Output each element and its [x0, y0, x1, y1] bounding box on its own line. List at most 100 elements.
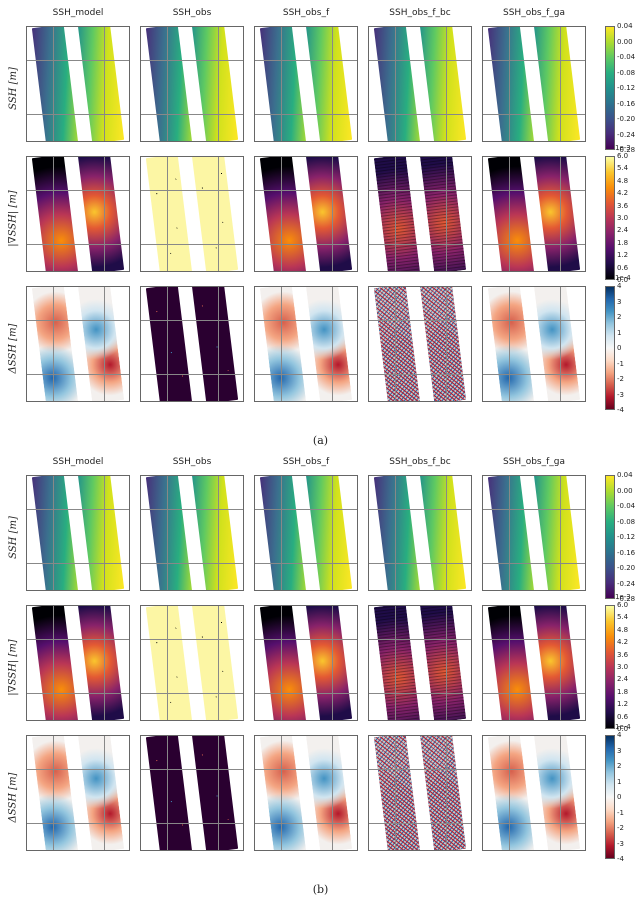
ylabel-lap: ΔSSH [m] — [8, 323, 19, 373]
cbar-tick: 1 — [617, 778, 621, 786]
ylabel-grad: |∇SSH| [m] — [8, 190, 19, 246]
cbar-tick: 2 — [617, 313, 621, 321]
xtick: 3.5°E — [43, 401, 62, 402]
panel-lap-obs_f: 3.5°E 4.5°E — [254, 735, 358, 851]
panel-lap-obs: 3.5°E4.5°E — [140, 286, 244, 402]
cbar-tick: -0.12 — [617, 533, 635, 541]
cbar-tick: 3.6 — [617, 202, 628, 210]
cbar-exponent: 1e-3 — [615, 144, 631, 152]
xtick: 4.5°E — [94, 401, 113, 402]
colorbar-ssh: 0.040.00-0.04-0.08-0.12-0.16-0.20-0.24-0… — [601, 475, 641, 599]
ylabel-ssh: SSH [m] — [8, 516, 19, 559]
cbar-tick: -0.12 — [617, 84, 635, 92]
xtick: 4.5°E — [94, 850, 113, 851]
cbar-tick: 1.8 — [617, 239, 628, 247]
panel-lap-obs_f_bc: 3.5°E 4.5°E — [368, 286, 472, 402]
xtick: 3.5°E — [271, 401, 290, 402]
colorbar-ssh: 0.040.00-0.04-0.08-0.12-0.16-0.20-0.24-0… — [601, 26, 641, 150]
col-title-obs_f_ga: SSH_obs_f_ga — [482, 457, 586, 473]
panel-grad-obs_f_bc — [368, 605, 472, 721]
cbar-exponent: 1e-3 — [615, 593, 631, 601]
xtick: 3.5°E — [271, 850, 290, 851]
cbar-tick: 2 — [617, 762, 621, 770]
cbar-tick: 3 — [617, 747, 621, 755]
panel-grad-obs_f_bc — [368, 156, 472, 272]
panel-ssh-model: 38°N39°N — [26, 475, 130, 591]
cbar-tick: 1 — [617, 329, 621, 337]
panel-lap-obs_f_ga: 3.5°E 4.5°E — [482, 735, 586, 851]
panel-ssh-obs_f — [254, 475, 358, 591]
panel-ssh-obs_f_bc — [368, 475, 472, 591]
cbar-tick: -0.04 — [617, 53, 635, 61]
panel-grad-obs — [140, 605, 244, 721]
cbar-tick: -4 — [617, 406, 624, 414]
xtick: 4.5°E — [550, 850, 569, 851]
colorbar-grad: 6.05.44.84.23.63.02.41.81.20.60.01e-3 — [601, 605, 641, 729]
panel-grad-obs — [140, 156, 244, 272]
panel-lap-model: 38°N39°N3.5°E4.5°E — [26, 286, 130, 402]
cbar-tick: -0.08 — [617, 69, 635, 77]
cbar-tick: -0.24 — [617, 580, 635, 588]
col-title-model: SSH_model — [26, 457, 130, 473]
cbar-tick: -2 — [617, 824, 624, 832]
cbar-tick: 0.04 — [617, 471, 633, 479]
xtick: 3.5°E — [43, 850, 62, 851]
xtick: 4.5°E — [436, 850, 455, 851]
cbar-tick: 0.6 — [617, 264, 628, 272]
cbar-tick: 4 — [617, 282, 621, 290]
xtick: 3.5°E — [499, 850, 518, 851]
cbar-exponent: 1e-4 — [615, 723, 631, 731]
xtick: 3.5°E — [499, 401, 518, 402]
cbar-tick: -1 — [617, 809, 624, 817]
xtick: 4.5°E — [436, 401, 455, 402]
colorbar-lap: 43210-1-2-3-41e-4 — [601, 735, 641, 859]
cbar-tick: 0.00 — [617, 38, 633, 46]
cbar-tick: 0 — [617, 793, 621, 801]
col-title-obs_f: SSH_obs_f — [254, 457, 358, 473]
panel-block-a: SSH_modelSSH_obsSSH_obs_fSSH_obs_f_bcSSH… — [0, 8, 641, 447]
xtick: 4.5°E — [322, 850, 341, 851]
cbar-tick: 0.6 — [617, 713, 628, 721]
cbar-tick: 0.00 — [617, 487, 633, 495]
cbar-exponent: 1e-4 — [615, 274, 631, 282]
cbar-tick: 4 — [617, 731, 621, 739]
cbar-tick: -4 — [617, 855, 624, 863]
panel-grad-model: 38°N39°N — [26, 156, 130, 272]
panel-block-b: SSH_model SSH_obs SSH_obs_f SSH_obs_f_bc SSH… — [0, 457, 641, 896]
xtick: 3.5°E — [385, 850, 404, 851]
panel-grad-obs_f — [254, 156, 358, 272]
panel-grad-obs_f_ga — [482, 605, 586, 721]
cbar-tick: -3 — [617, 840, 624, 848]
cbar-tick: 4.2 — [617, 638, 628, 646]
panel-grad-obs_f_ga — [482, 156, 586, 272]
panel-ssh-obs — [140, 475, 244, 591]
panel-ssh-obs_f_bc — [368, 26, 472, 142]
cbar-tick: -0.16 — [617, 100, 635, 108]
figure: SSH_model SSH_obs SSH_obs_f SSH_obs_f_bc SSH… — [0, 0, 641, 896]
cbar-tick: 0 — [617, 344, 621, 352]
cbar-tick: 0.04 — [617, 22, 633, 30]
xtick: 3.5°E — [385, 401, 404, 402]
colorbar-lap: 43210-1-2-3-41e-4 — [601, 286, 641, 410]
panel-ssh-obs — [140, 26, 244, 142]
xtick: 4.5°E — [208, 850, 227, 851]
cbar-tick: 5.4 — [617, 613, 628, 621]
cbar-tick: 3.0 — [617, 663, 628, 671]
cbar-tick: -0.08 — [617, 518, 635, 526]
col-title-obs_f_bc: SSH_obs_f_bc — [368, 457, 472, 473]
cbar-tick: 4.8 — [617, 177, 628, 185]
panel-ssh-model: 38°N39°N — [26, 26, 130, 142]
cbar-tick: -0.16 — [617, 549, 635, 557]
col-title-obs: SSH_obs — [140, 457, 244, 473]
cbar-tick: 2.4 — [617, 226, 628, 234]
cbar-tick: 2.4 — [617, 675, 628, 683]
cbar-tick: 1.8 — [617, 688, 628, 696]
col-title-obs: SSH_obs — [140, 8, 244, 24]
cbar-tick: 3 — [617, 298, 621, 306]
ylabel-ssh: SSH [m] — [8, 67, 19, 110]
cbar-tick: -0.24 — [617, 131, 635, 139]
subcaption-b: (b) — [0, 883, 641, 896]
cbar-tick: 1.2 — [617, 251, 628, 259]
cbar-tick: 3.0 — [617, 214, 628, 222]
xtick: 4.5°E — [322, 401, 341, 402]
